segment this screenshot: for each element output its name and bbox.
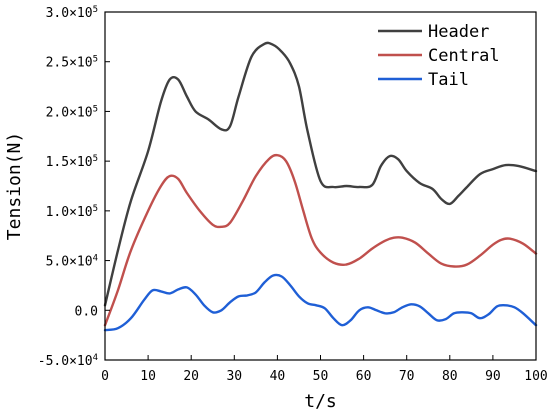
legend-label-tail: Tail — [428, 70, 469, 90]
x-tick-label: 70 — [399, 369, 415, 384]
x-axis-title: t/s — [304, 391, 337, 412]
x-tick-label: 60 — [356, 369, 372, 384]
x-tick-label: 100 — [524, 369, 547, 384]
ticks-layer: 0 10 20 30 40 50 60 70 80 90 100 -5.0×104 0.0 5.0×104… — [38, 5, 548, 384]
x-tick-label: 50 — [313, 369, 329, 384]
series-line-tail — [103, 273, 538, 332]
x-tick-label: 20 — [183, 369, 199, 384]
legend-label-central: Central — [428, 46, 500, 66]
x-tick-label: 90 — [485, 369, 501, 384]
x-tick-label: 0 — [101, 369, 109, 384]
x-tick-label: 80 — [442, 369, 458, 384]
x-tick-label: 30 — [226, 369, 242, 384]
y-tick-label: 0.0 — [75, 304, 98, 319]
legend-label-header: Header — [428, 22, 489, 42]
series-line-header — [103, 41, 538, 307]
y-tick-label: 1.5×105 — [46, 154, 98, 170]
y-tick-label: 5.0×104 — [46, 254, 98, 270]
x-tick-label: 10 — [140, 369, 156, 384]
y-tick-label: 2.5×105 — [46, 55, 98, 71]
x-tick-label: 40 — [270, 369, 286, 384]
y-tick-label: 3.0×105 — [46, 5, 98, 21]
legend: Header Central Tail — [378, 22, 500, 90]
y-tick-label: 1.0×105 — [46, 204, 98, 220]
series-layer — [103, 41, 538, 332]
y-tick-label: -5.0×104 — [38, 353, 98, 369]
y-axis-title: Tension(N) — [4, 132, 25, 240]
series-line-central — [103, 153, 538, 327]
y-tick-label: 2.0×105 — [46, 104, 98, 120]
